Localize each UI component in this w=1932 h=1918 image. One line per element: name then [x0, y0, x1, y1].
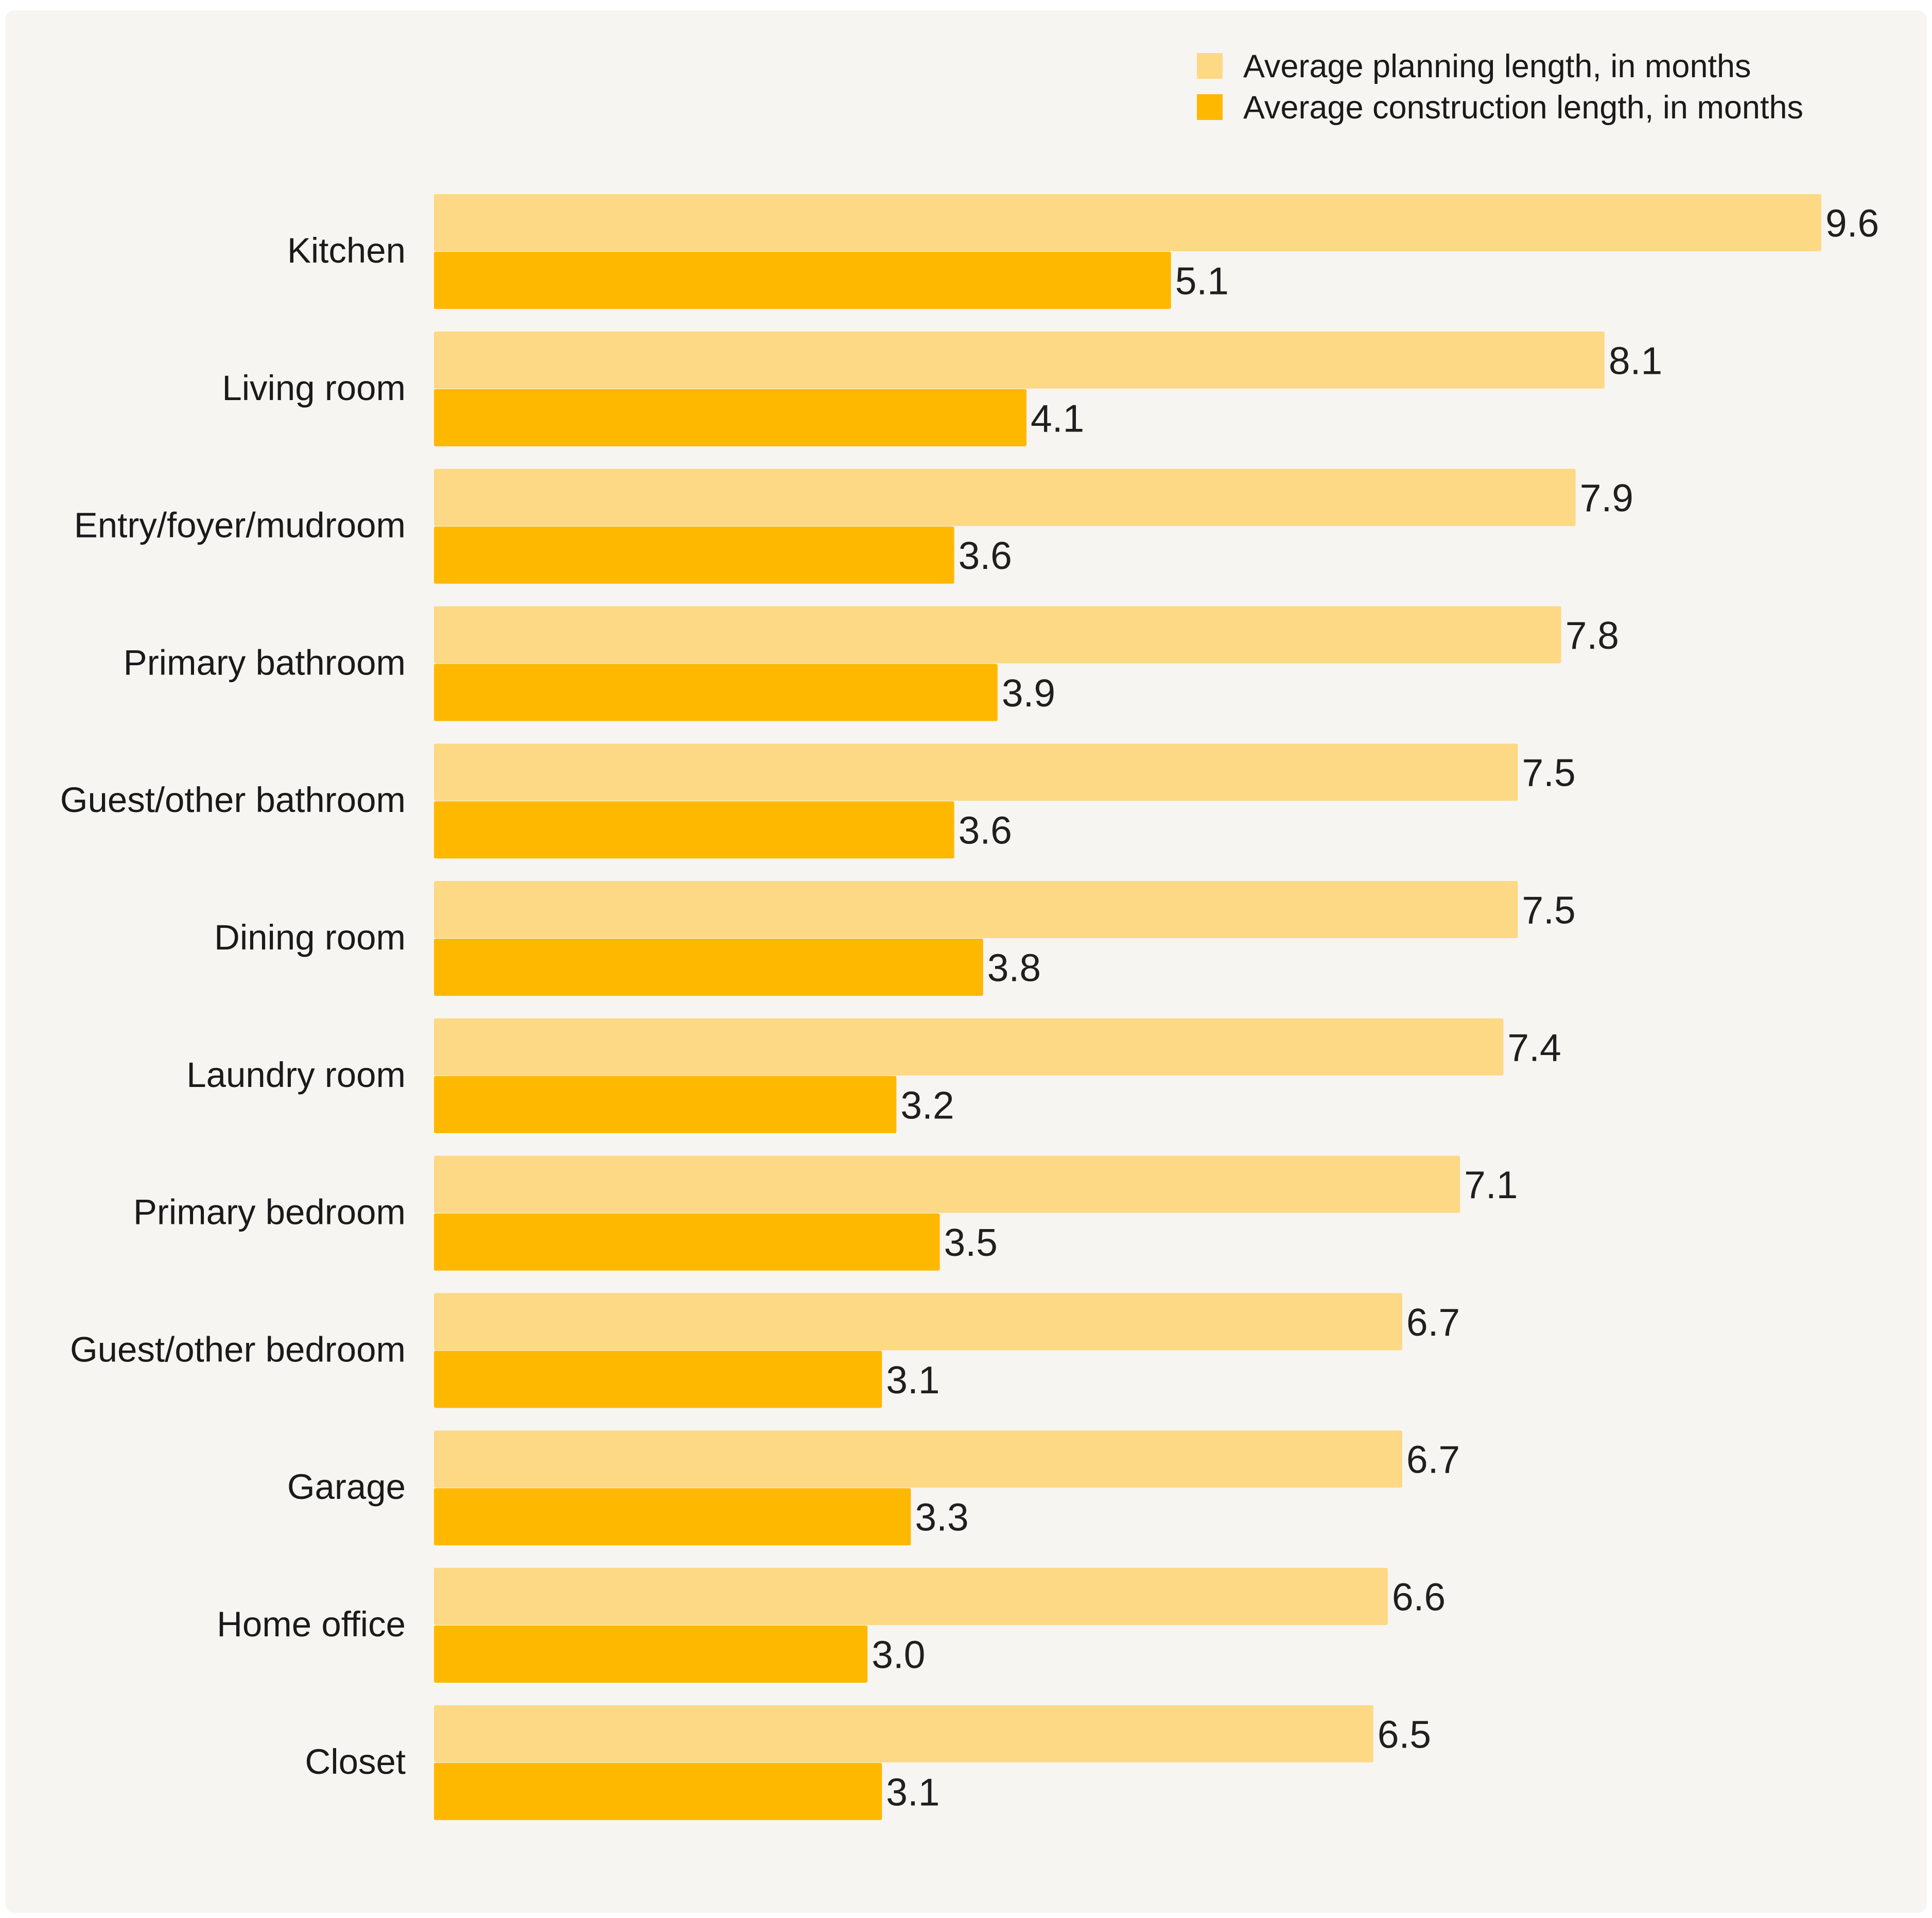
value-label-construction: 3.2 — [900, 1083, 954, 1127]
bar-construction — [434, 664, 998, 721]
bar-planning — [434, 744, 1518, 801]
value-label-planning: 7.8 — [1565, 614, 1619, 657]
value-label-construction: 3.5 — [944, 1221, 998, 1264]
category-label: Closet — [305, 1742, 406, 1782]
value-label-construction: 3.3 — [915, 1496, 968, 1539]
bar-construction — [434, 1488, 911, 1546]
value-label-construction: 3.1 — [886, 1770, 939, 1813]
category-label: Kitchen — [287, 231, 406, 270]
legend-label-construction: Average construction length, in months — [1243, 90, 1803, 126]
bar-planning — [434, 1705, 1373, 1763]
bar-planning — [434, 1018, 1504, 1076]
value-label-construction: 3.9 — [1002, 671, 1055, 715]
value-label-planning: 7.5 — [1522, 751, 1575, 794]
category-label: Guest/other bathroom — [60, 780, 406, 820]
value-label-planning: 8.1 — [1609, 339, 1662, 382]
legend-swatch-construction — [1197, 94, 1223, 120]
plot-area: Kitchen 9.6 5.1 Living room 8.1 4.1 Entry/foye… — [60, 194, 1879, 1820]
value-label-construction: 3.6 — [959, 809, 1012, 852]
value-label-planning: 6.7 — [1406, 1438, 1460, 1481]
value-label-planning: 9.6 — [1825, 202, 1879, 245]
value-label-planning: 7.9 — [1580, 476, 1633, 520]
value-label-construction: 3.6 — [959, 534, 1012, 577]
bar-planning — [434, 881, 1518, 938]
value-label-construction: 5.1 — [1175, 260, 1229, 303]
bar-planning — [434, 1293, 1402, 1351]
bar-construction — [434, 1213, 940, 1271]
category-label: Laundry room — [186, 1055, 406, 1095]
bar-planning — [434, 606, 1561, 664]
category-label: Home office — [217, 1604, 406, 1644]
category-label: Primary bedroom — [133, 1193, 406, 1232]
legend-label-planning: Average planning length, in months — [1243, 48, 1751, 84]
bar-planning — [434, 331, 1605, 389]
bar-planning — [434, 1568, 1388, 1625]
bar-construction — [434, 939, 983, 996]
bar-construction — [434, 252, 1171, 309]
legend-swatch-planning — [1197, 53, 1223, 79]
category-label: Dining room — [214, 918, 406, 957]
bar-planning — [434, 1430, 1402, 1488]
value-label-planning: 7.1 — [1464, 1163, 1518, 1206]
value-label-construction: 3.1 — [886, 1358, 939, 1402]
value-label-planning: 7.5 — [1522, 889, 1575, 932]
value-label-construction: 4.1 — [1031, 396, 1084, 440]
bar-construction — [434, 801, 954, 859]
value-label-planning: 6.5 — [1378, 1713, 1431, 1756]
category-label: Guest/other bedroom — [70, 1329, 406, 1369]
value-label-planning: 6.7 — [1406, 1301, 1460, 1344]
bar-construction — [434, 526, 954, 584]
bar-planning — [434, 469, 1576, 526]
bar-construction — [434, 1351, 882, 1408]
value-label-planning: 7.4 — [1507, 1026, 1561, 1069]
category-label: Entry/foyer/mudroom — [74, 506, 406, 545]
legend: Average planning length, in months Avera… — [1197, 48, 1803, 126]
bar-construction — [434, 389, 1026, 446]
bar-construction — [434, 1626, 868, 1683]
value-label-construction: 3.0 — [872, 1633, 925, 1677]
category-label: Primary bathroom — [124, 643, 406, 682]
category-label: Living room — [222, 368, 406, 408]
bar-construction — [434, 1076, 897, 1133]
bar-planning — [434, 1155, 1460, 1213]
category-label: Garage — [287, 1467, 406, 1507]
value-label-construction: 3.8 — [987, 946, 1041, 990]
bar-construction — [434, 1763, 882, 1820]
value-label-planning: 6.6 — [1392, 1576, 1446, 1619]
bar-planning — [434, 194, 1821, 251]
